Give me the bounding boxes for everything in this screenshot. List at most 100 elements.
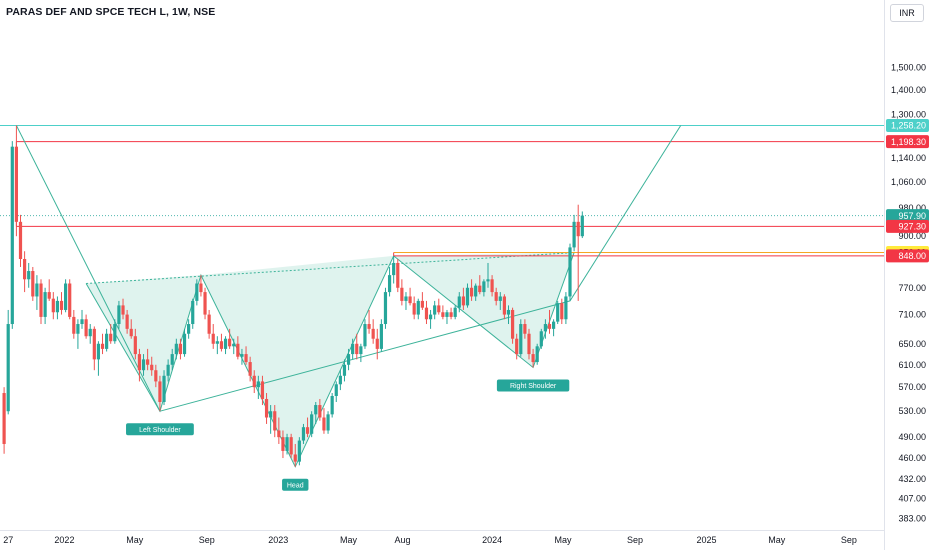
y-tick-label: 610.00 xyxy=(898,360,926,370)
candle-body xyxy=(113,324,117,342)
candle-body xyxy=(351,343,355,355)
candle-body xyxy=(564,296,568,320)
price-label-bg xyxy=(886,219,929,233)
candle-body xyxy=(146,359,150,365)
pattern-label: Left Shoulder xyxy=(139,427,181,434)
candle-body xyxy=(490,279,494,293)
candle-body xyxy=(441,312,445,317)
candle-body xyxy=(236,343,240,357)
candle-body xyxy=(88,328,92,337)
x-tick-label: Sep xyxy=(841,535,857,545)
candle-body xyxy=(178,343,183,355)
candle-body xyxy=(371,328,375,339)
candle-body xyxy=(305,427,310,434)
candle-body xyxy=(330,395,334,415)
candle-body xyxy=(342,364,347,376)
price-label: 848.00 xyxy=(898,251,926,261)
candle-body xyxy=(510,309,515,339)
pattern-label: Right Shoulder xyxy=(510,383,557,390)
x-tick-label: May xyxy=(340,535,358,545)
chart-title: PARAS DEF AND SPCE TECH L, 1W, NSE xyxy=(6,6,216,18)
candle-body xyxy=(379,324,383,349)
candle-body xyxy=(158,381,162,402)
candle-body xyxy=(535,346,539,363)
candle-body xyxy=(383,292,388,325)
candle-body xyxy=(556,303,560,322)
candle-body xyxy=(281,437,285,451)
candle-body xyxy=(59,300,64,310)
candle-body xyxy=(285,437,289,451)
y-tick-label: 383.00 xyxy=(898,514,926,524)
candle-body xyxy=(416,300,420,315)
candle-body xyxy=(14,146,19,222)
y-tick-label: 460.00 xyxy=(898,453,926,463)
candle-body xyxy=(2,393,6,444)
y-tick-label: 530.00 xyxy=(898,406,926,416)
candle-body xyxy=(576,221,580,237)
candle-body xyxy=(109,333,113,342)
candle-body xyxy=(269,411,273,418)
candle-body xyxy=(92,328,96,360)
candle-body xyxy=(96,343,101,360)
candle-body xyxy=(64,283,68,310)
candle-body xyxy=(256,381,260,388)
candle-body xyxy=(51,298,55,313)
candle-body xyxy=(174,343,178,355)
candle-body xyxy=(465,287,470,306)
pattern-fill-head xyxy=(200,255,394,467)
x-tick-label: May xyxy=(768,535,786,545)
candle-body xyxy=(560,303,564,320)
candle-body xyxy=(375,338,379,349)
candle-body xyxy=(133,336,137,355)
candle-body xyxy=(84,319,88,337)
candle-body xyxy=(6,324,10,412)
candle-body xyxy=(137,354,142,371)
candle-body xyxy=(338,375,342,385)
y-tick-label: 407.00 xyxy=(898,493,926,503)
pattern-fill-left-shoulder xyxy=(86,275,201,412)
pattern-label-bg xyxy=(126,423,194,436)
currency-selector[interactable]: INR xyxy=(890,4,924,22)
candle-body xyxy=(141,359,146,371)
y-tick-label: 490.00 xyxy=(898,432,926,442)
price-label: 927.30 xyxy=(898,222,926,232)
y-tick-label: 432.00 xyxy=(898,474,926,484)
candle-body xyxy=(150,364,154,371)
price-label-bg xyxy=(886,135,929,149)
x-tick-label: May xyxy=(554,535,572,545)
x-tick-label: Sep xyxy=(627,535,643,545)
price-label-bg xyxy=(886,118,929,132)
candle-body xyxy=(244,354,248,363)
y-tick-label: 710.00 xyxy=(898,310,926,320)
pattern-label-bg xyxy=(282,478,309,491)
candle-body xyxy=(568,247,572,297)
candle-body xyxy=(277,430,281,438)
candle-body xyxy=(506,309,511,315)
candle-body xyxy=(392,262,396,276)
candle-body xyxy=(121,305,125,315)
candle-body xyxy=(162,375,166,402)
candle-body xyxy=(170,354,174,365)
y-tick-label: 1,500.00 xyxy=(891,62,926,72)
candle-body xyxy=(449,312,453,317)
pattern-label-bg xyxy=(496,379,570,392)
candle-body xyxy=(166,364,170,376)
candle-body xyxy=(486,279,490,282)
candle-body xyxy=(187,324,191,334)
candle-body xyxy=(55,300,60,313)
candle-body xyxy=(223,338,228,349)
candle-body xyxy=(195,283,199,301)
candle-body xyxy=(318,405,322,418)
x-tick-label: Aug xyxy=(394,535,410,545)
candle-body xyxy=(482,281,486,293)
candle-body xyxy=(203,292,207,315)
candle-body xyxy=(539,331,543,347)
x-tick-label: Sep xyxy=(199,535,215,545)
candle-body xyxy=(301,427,306,441)
y-tick-label: 570.00 xyxy=(898,382,926,392)
y-tick-label: 1,140.00 xyxy=(891,153,926,163)
candle-body xyxy=(232,343,236,347)
target-projection xyxy=(15,125,682,412)
